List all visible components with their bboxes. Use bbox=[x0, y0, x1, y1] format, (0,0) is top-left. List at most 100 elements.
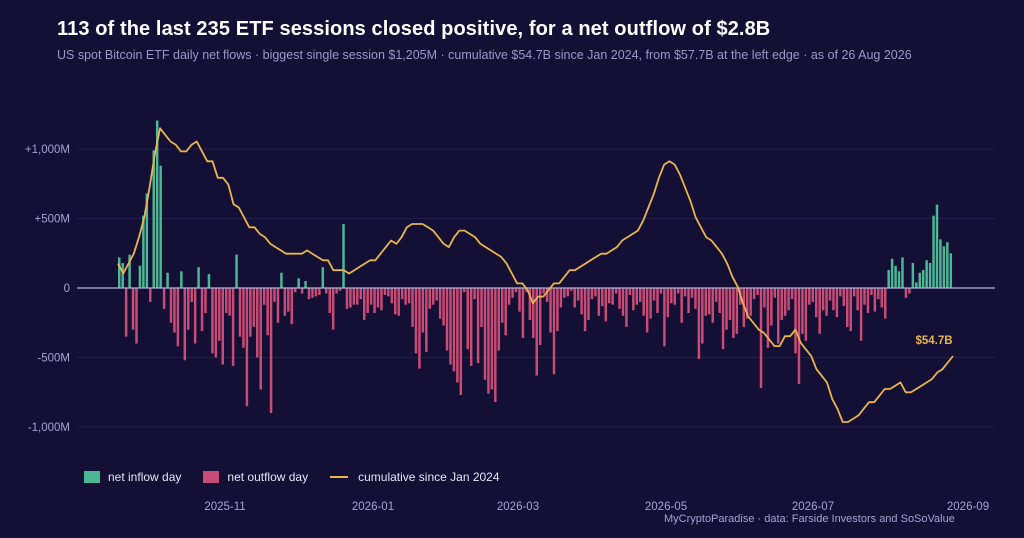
outflow-bar bbox=[514, 288, 518, 293]
outflow-bar bbox=[632, 288, 635, 311]
outflow-bar bbox=[656, 288, 659, 314]
outflow-bar bbox=[604, 288, 607, 322]
outflow-bar bbox=[783, 288, 787, 316]
outflow-bar bbox=[269, 288, 273, 414]
outflow-bar bbox=[528, 288, 532, 320]
outflow-bar bbox=[376, 288, 380, 308]
outflow-bar bbox=[718, 288, 721, 314]
outflow-bar bbox=[556, 288, 559, 332]
outflow-bar bbox=[680, 288, 683, 323]
outflow-bar bbox=[494, 288, 497, 402]
outflow-bar bbox=[259, 288, 262, 390]
outflow-bar bbox=[846, 288, 849, 327]
outflow-bar bbox=[763, 288, 766, 308]
inflow-bar bbox=[925, 260, 928, 288]
outflow-bar bbox=[673, 288, 676, 305]
inflow-bar bbox=[897, 271, 901, 288]
outflow-bar bbox=[131, 288, 135, 330]
outflow-bar bbox=[804, 288, 808, 341]
outflow-bar bbox=[849, 288, 852, 332]
outflow-bar bbox=[445, 288, 449, 351]
outflow-bar bbox=[221, 288, 224, 365]
outflow-bar bbox=[766, 288, 770, 348]
outflow-bar bbox=[497, 288, 501, 351]
outflow-bar bbox=[601, 288, 604, 307]
outflow-bar bbox=[811, 288, 815, 302]
outflow-bar bbox=[483, 288, 487, 380]
outflow-bar bbox=[573, 288, 576, 308]
inflow-bar bbox=[901, 257, 904, 288]
x-tick-label: 2026-07 bbox=[792, 501, 834, 513]
inflow-bar bbox=[145, 193, 149, 288]
inflow-bar bbox=[932, 215, 935, 288]
outflow-bar bbox=[597, 288, 601, 316]
outflow-bar bbox=[645, 288, 649, 333]
outflow-bar bbox=[607, 288, 611, 304]
chart-title: 113 of the last 235 ETF sessions closed … bbox=[57, 18, 771, 40]
inflow-bar bbox=[949, 253, 953, 288]
y-tick-label: +1,000M bbox=[25, 144, 70, 156]
outflow-bar bbox=[290, 288, 293, 325]
outflow-bar bbox=[725, 288, 728, 330]
inflow-bar bbox=[887, 269, 890, 288]
inflow-bar bbox=[166, 272, 169, 288]
outflow-bar bbox=[735, 288, 739, 334]
outflow-bar bbox=[649, 288, 652, 319]
outflow-bar bbox=[311, 288, 314, 298]
outflow-bar bbox=[124, 288, 128, 337]
inflow-bar bbox=[207, 274, 211, 288]
inflow-bar bbox=[152, 150, 155, 288]
outflow-bar bbox=[611, 288, 614, 305]
outflow-bar bbox=[759, 288, 763, 389]
outflow-bar bbox=[428, 288, 432, 309]
inflow-bar bbox=[118, 257, 121, 288]
outflow-bar bbox=[659, 288, 663, 294]
inflow-bar bbox=[342, 224, 345, 288]
outflow-bar bbox=[676, 288, 680, 294]
outflow-bar bbox=[552, 288, 556, 375]
outflow-bar bbox=[463, 288, 466, 293]
outflow-bar bbox=[469, 288, 473, 366]
outflow-bar bbox=[745, 288, 749, 319]
outflow-bar bbox=[583, 288, 587, 332]
outflow-bar bbox=[169, 288, 173, 323]
outflow-bar bbox=[366, 288, 369, 314]
inflow-bar bbox=[235, 254, 238, 288]
outflow-bar bbox=[397, 288, 400, 316]
outflow-bar bbox=[459, 288, 463, 396]
cumulative-end-label: $54.7B bbox=[915, 335, 952, 347]
outflow-bar bbox=[359, 288, 363, 300]
x-tick-label: 2026-05 bbox=[645, 501, 687, 513]
outflow-bar bbox=[490, 288, 494, 390]
outflow-bar bbox=[756, 288, 759, 295]
outflow-bar bbox=[777, 288, 780, 344]
outflow-bar bbox=[383, 288, 387, 295]
outflow-bar bbox=[594, 288, 597, 297]
outflow-bar bbox=[880, 288, 884, 308]
outflow-bar bbox=[877, 288, 880, 300]
inflow-bar bbox=[911, 262, 915, 288]
outflow-bar bbox=[487, 288, 490, 394]
outflow-bar bbox=[535, 288, 538, 376]
inflow-bar bbox=[138, 265, 142, 288]
cumulative-line bbox=[117, 127, 954, 423]
outflow-bar bbox=[714, 288, 718, 302]
outflow-bar bbox=[400, 288, 404, 300]
inflow-bar bbox=[297, 278, 300, 288]
outflow-bar bbox=[883, 288, 887, 319]
outflow-bar bbox=[559, 288, 563, 308]
outflow-bar bbox=[380, 288, 383, 311]
outflow-bar bbox=[228, 288, 231, 316]
outflow-bar bbox=[394, 288, 397, 315]
outflow-bar bbox=[614, 288, 618, 294]
outflow-bar bbox=[449, 288, 452, 365]
outflow-bar bbox=[835, 288, 839, 318]
outflow-bar bbox=[331, 288, 335, 330]
outflow-bar bbox=[162, 288, 166, 309]
outflow-bar bbox=[683, 288, 687, 297]
outflow-bar bbox=[794, 288, 797, 354]
outflow-bar bbox=[369, 288, 373, 305]
inflow-bar bbox=[915, 282, 918, 288]
outflow-bar bbox=[787, 288, 790, 311]
inflow-bar bbox=[942, 246, 946, 288]
